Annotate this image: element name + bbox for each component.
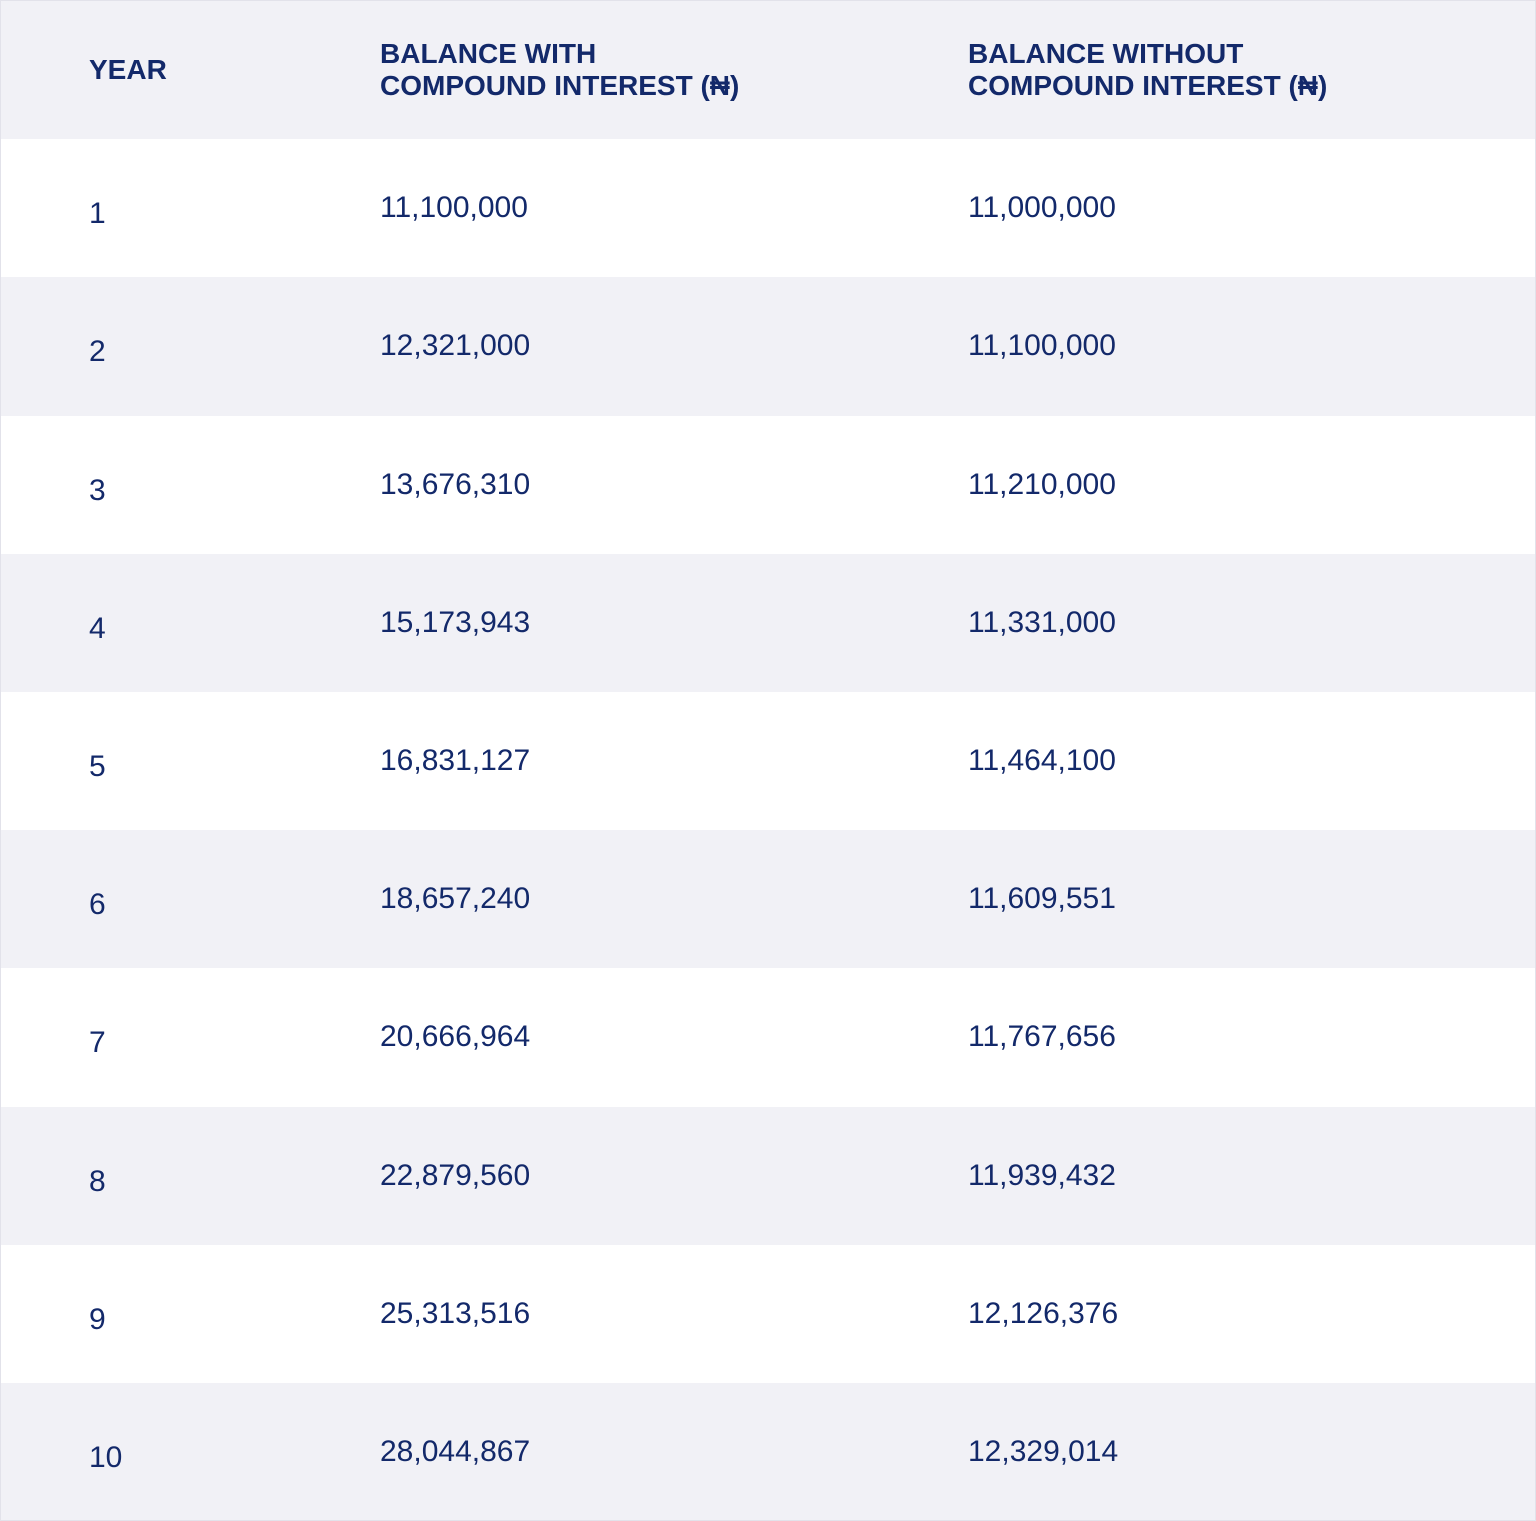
table-row: 8 22,879,560 11,939,432 [1,1106,1535,1245]
table-row: 9 25,313,516 12,126,376 [1,1245,1535,1383]
table-cell: 11,464,100 [968,744,1116,778]
table-cell: 5 [89,750,106,784]
table-cell: 12,126,376 [968,1296,1119,1330]
table-cell: 15,173,943 [380,605,531,639]
table-cell: 11,767,656 [968,1020,1116,1054]
header-text: BALANCE WITH [380,38,597,70]
table-cell: 9 [89,1302,106,1336]
table-cell: 10 [89,1441,123,1475]
table-row: 3 13,676,310 11,210,000 [1,416,1535,554]
header-cell: YEAR [89,1,167,139]
table-cell: 11,609,551 [968,882,1116,916]
table-cell: 16,831,127 [380,744,531,778]
table-row: 10 28,044,867 12,329,014 [1,1383,1535,1520]
header-cell: BALANCE WITH COMPOUND INTEREST (₦) [380,1,739,139]
table-cell: 11,939,432 [968,1158,1116,1192]
table-row: 7 20,666,964 11,767,656 [1,968,1535,1106]
table-cell: 1 [89,197,106,231]
table-cell: 6 [89,888,106,922]
table-cell: 11,210,000 [968,467,1116,501]
table-cell: 4 [89,611,106,645]
table-row: 1 11,100,000 11,000,000 [1,139,1535,277]
header-text: COMPOUND INTEREST (₦) [380,70,740,102]
table-cell: 2 [89,335,106,369]
table-cell: 13,676,310 [380,467,531,501]
header-text: YEAR [89,54,167,86]
table-cell: 11,100,000 [380,191,528,225]
header-cell: BALANCE WITHOUT COMPOUND INTEREST (₦) [968,1,1327,139]
header-text: BALANCE WITHOUT [968,38,1244,70]
table-cell: 25,313,516 [380,1296,531,1330]
table-row: 6 18,657,240 11,609,551 [1,830,1535,969]
table-cell: 7 [89,1026,106,1060]
table-cell: 3 [89,473,106,507]
table-cell: 11,100,000 [968,329,1116,363]
table-cell: 28,044,867 [380,1435,531,1469]
table-cell: 22,879,560 [380,1158,531,1192]
header-text: COMPOUND INTEREST (₦) [968,70,1328,102]
table-row: 5 16,831,127 11,464,100 [1,692,1535,830]
table-cell: 12,329,014 [968,1435,1119,1469]
header-row: YEAR BALANCE WITH COMPOUND INTEREST (₦) BAL… [1,1,1535,140]
table-cell: 20,666,964 [380,1020,531,1054]
table-row: 2 12,321,000 11,100,000 [1,277,1535,416]
table-cell: 8 [89,1164,106,1198]
table-cell: 11,331,000 [968,605,1116,639]
table-row: 4 15,173,943 11,331,000 [1,553,1535,692]
table-cell: 18,657,240 [380,882,531,916]
table-cell: 12,321,000 [380,329,531,363]
table-cell: 11,000,000 [968,191,1116,225]
